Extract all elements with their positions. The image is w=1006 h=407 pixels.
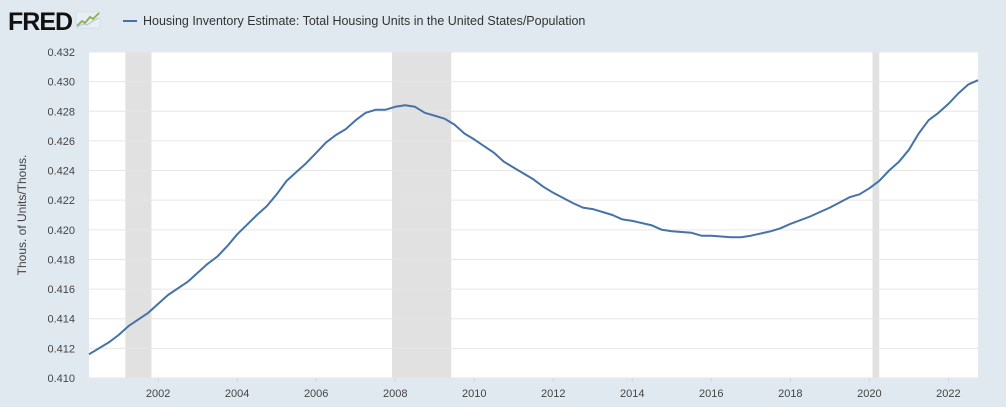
x-tick-label: 2010 [462, 388, 486, 400]
x-tick-labels: 2002 2004 2006 2008 2010 2012 2014 2016 2018 2020… [146, 378, 961, 400]
recession-band-1 [392, 52, 452, 378]
y-tick-label: 0.412 [47, 343, 75, 355]
x-tick-label: 2002 [146, 388, 170, 400]
x-tick-label: 2020 [857, 388, 881, 400]
chart-header: FRED Housing Inventory Estimate: Total H… [0, 0, 1006, 44]
x-tick-label: 2022 [936, 388, 960, 400]
x-tick-label: 2008 [383, 388, 407, 400]
x-tick-label: 2014 [620, 388, 644, 400]
series-line-0[interactable] [88, 79, 979, 356]
y-tick-label: 0.418 [47, 254, 75, 266]
x-tick-label: 2016 [699, 388, 723, 400]
legend-swatch [123, 20, 137, 22]
y-tick-label: 0.432 [47, 47, 75, 59]
legend-label: Housing Inventory Estimate: Total Housin… [143, 14, 586, 28]
y-tick-label: 0.426 [47, 136, 75, 148]
chart-legend[interactable]: Housing Inventory Estimate: Total Housin… [123, 14, 585, 28]
fred-logo[interactable]: FRED [8, 9, 101, 35]
y-tick-label: 0.428 [47, 106, 75, 118]
x-tick-label: 2006 [304, 388, 328, 400]
y-tick-labels: 0.410 0.412 0.414 0.416 0.418 0.420 0.422 0.424… [47, 47, 75, 385]
y-tick-label: 0.424 [47, 166, 75, 178]
y-tick-label: 0.430 [47, 77, 75, 89]
y-tick-label: 0.422 [47, 195, 75, 207]
fred-logo-text: FRED [8, 8, 73, 36]
recession-band-0 [125, 52, 152, 378]
y-axis-title: Thous. of Units/Thous. [15, 155, 29, 276]
x-tick-label: 2004 [225, 388, 249, 400]
y-tick-label: 0.420 [47, 225, 75, 237]
y-tick-label: 0.414 [47, 314, 75, 326]
x-tick-label: 2012 [541, 388, 565, 400]
recession-band-2 [872, 52, 880, 378]
x-tick-label: 2018 [778, 388, 802, 400]
y-tick-label: 0.410 [47, 373, 75, 385]
plot-area [89, 52, 978, 378]
y-tick-label: 0.416 [47, 284, 75, 296]
trend-line-icon [75, 10, 101, 35]
series-group [88, 79, 979, 356]
